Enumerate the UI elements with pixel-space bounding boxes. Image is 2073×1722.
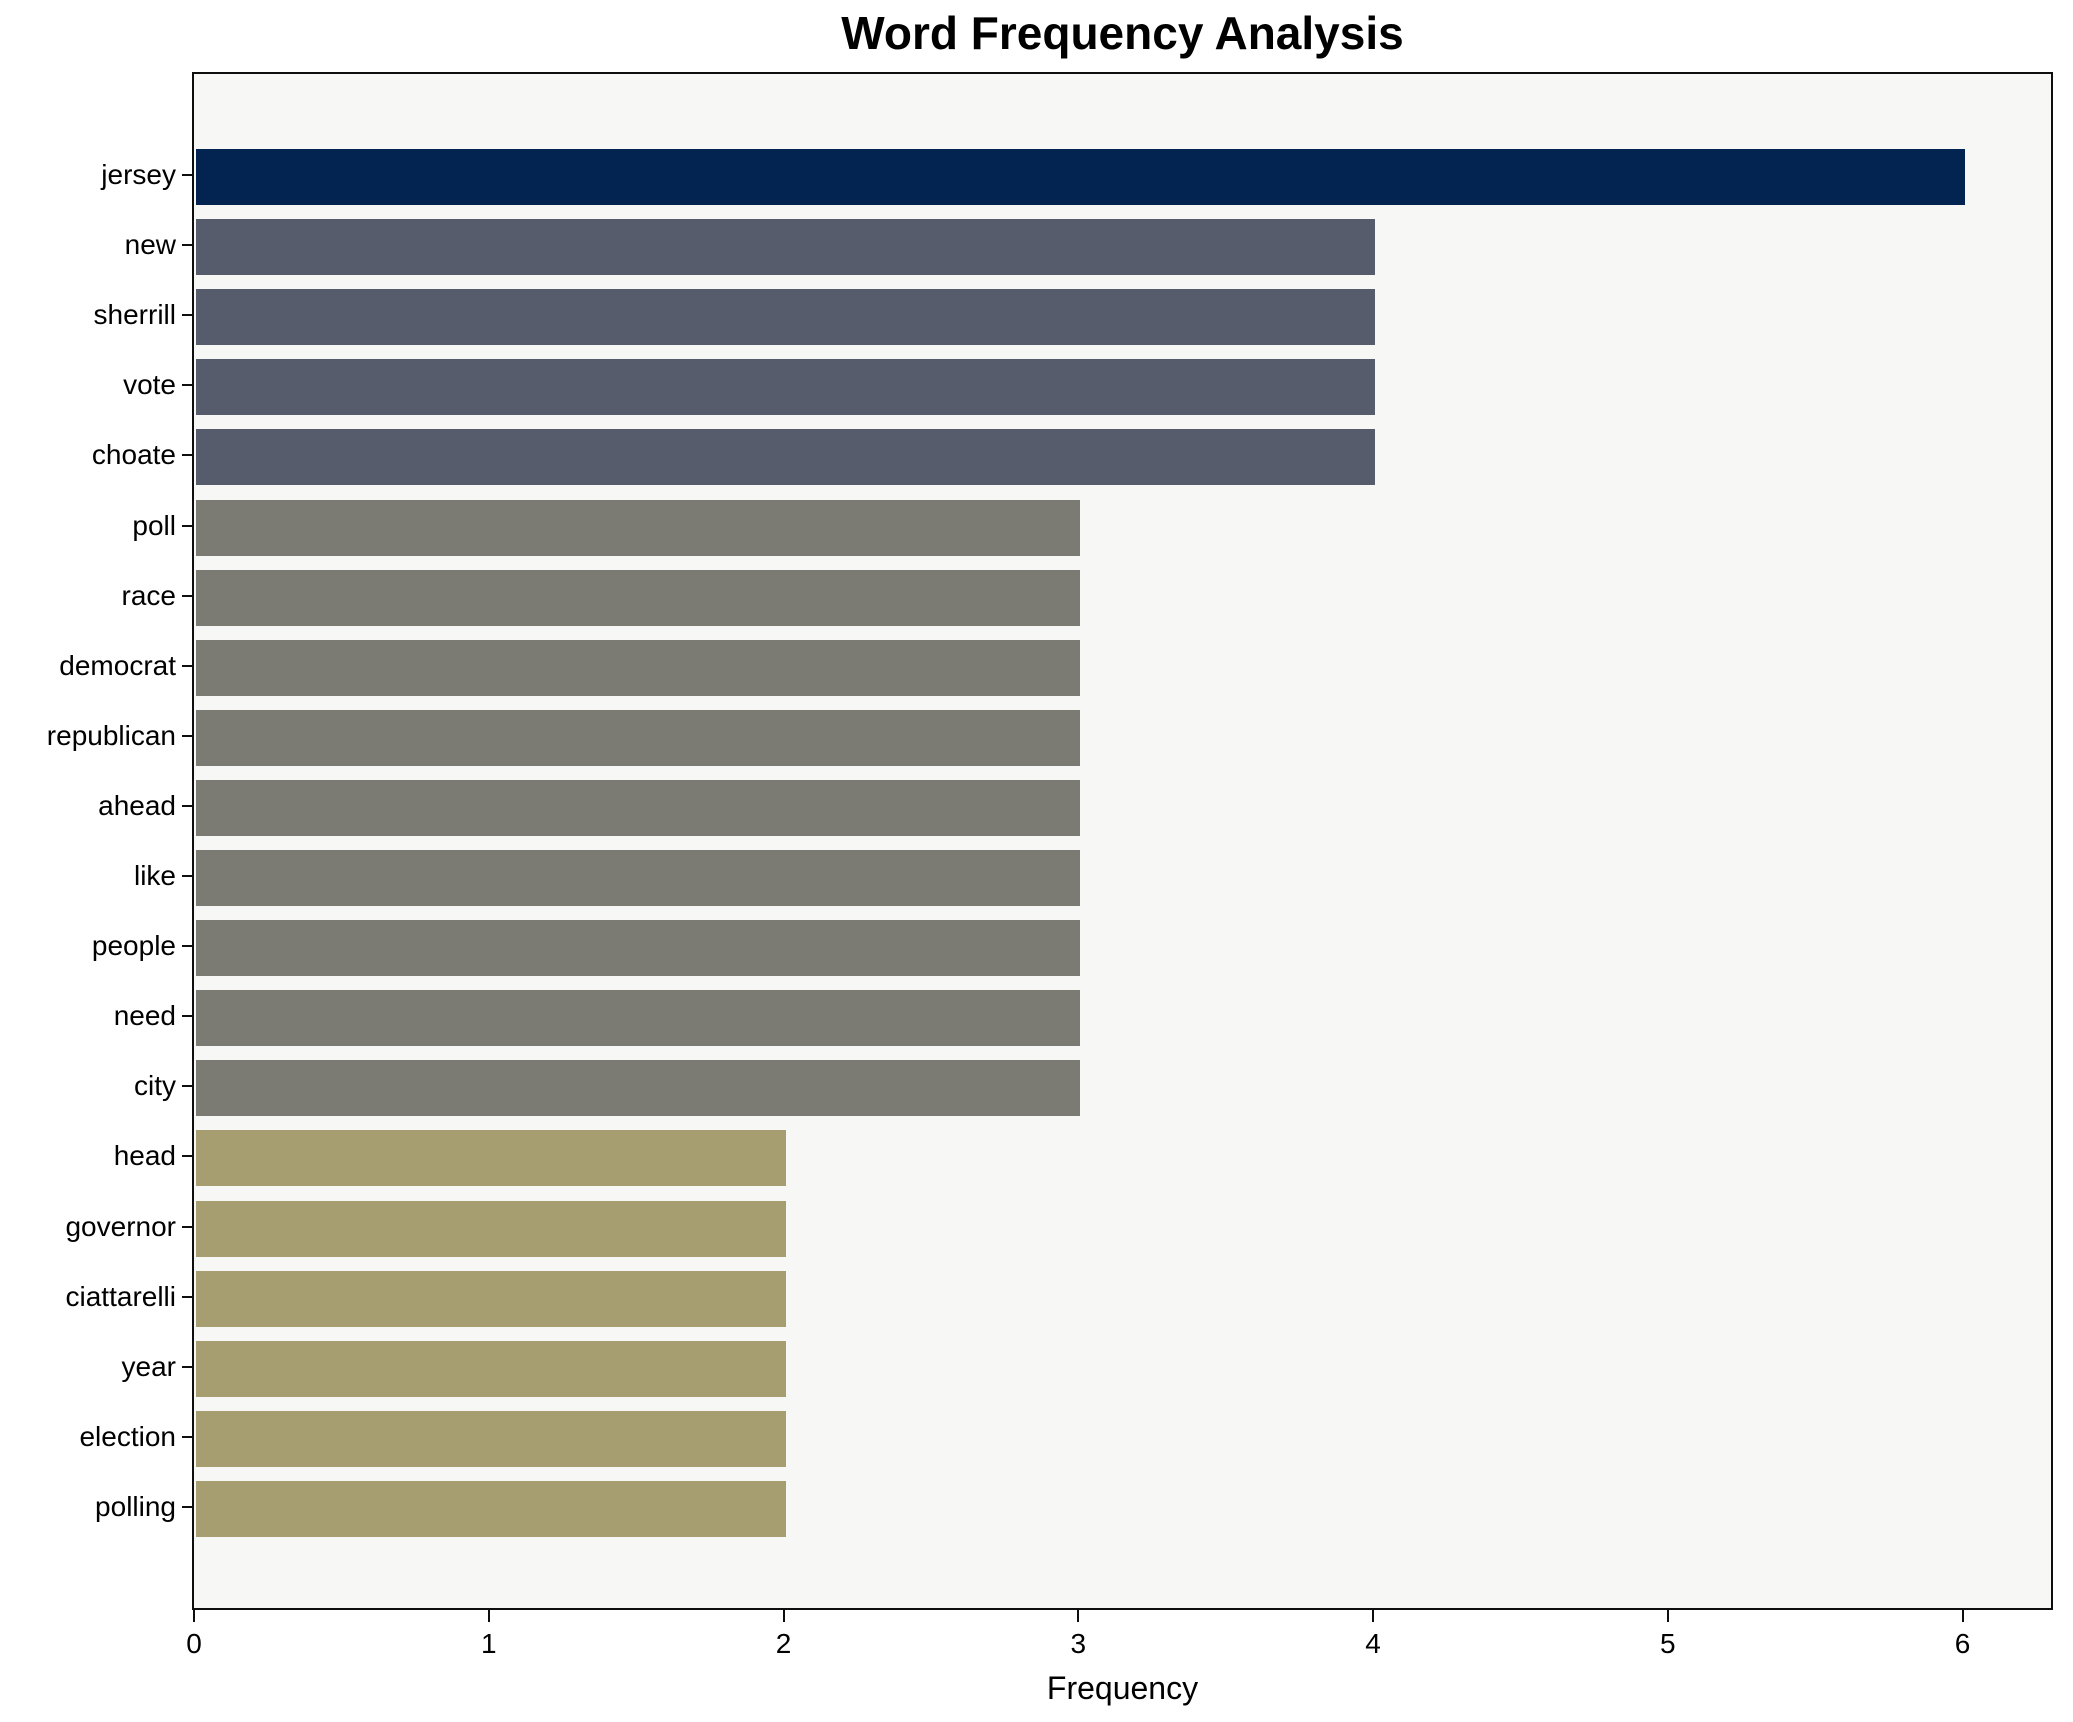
y-label-like: like xyxy=(133,860,176,892)
y-tick-democrat xyxy=(182,664,192,667)
bar-poll xyxy=(196,499,1081,556)
y-label-people: people xyxy=(91,930,176,962)
bar-race xyxy=(196,569,1081,626)
y-tick-need xyxy=(182,1015,192,1018)
bar-year xyxy=(196,1340,786,1397)
x-tick-0 xyxy=(193,1610,195,1622)
y-tick-people xyxy=(182,945,192,948)
bar-polling xyxy=(196,1480,786,1537)
bar-democrat xyxy=(196,639,1081,696)
bar-choate xyxy=(196,429,1376,486)
bar-vote xyxy=(196,359,1376,416)
y-tick-poll xyxy=(182,524,192,527)
bar-new xyxy=(196,219,1376,276)
y-tick-city xyxy=(182,1085,192,1088)
y-tick-year xyxy=(182,1365,192,1368)
bar-need xyxy=(196,990,1081,1047)
y-label-polling: polling xyxy=(95,1490,176,1522)
x-axis-label: Frequency xyxy=(1046,1670,1199,1706)
y-label-need: need xyxy=(113,1000,176,1032)
y-tick-republican xyxy=(182,734,192,737)
y-tick-race xyxy=(182,594,192,597)
x-tick-label-5: 5 xyxy=(1660,1628,1676,1659)
y-tick-polling xyxy=(182,1505,192,1508)
bar-governor xyxy=(196,1200,786,1257)
x-tick-label-0: 0 xyxy=(186,1628,202,1659)
y-tick-new xyxy=(182,244,192,247)
y-tick-sherrill xyxy=(182,314,192,317)
y-label-governor: governor xyxy=(65,1210,176,1242)
y-label-democrat: democrat xyxy=(59,649,176,681)
chart-title: Word Frequency Analysis xyxy=(841,7,1404,59)
x-tick-6 xyxy=(1961,1610,1964,1622)
bar-ahead xyxy=(196,779,1081,836)
x-tick-4 xyxy=(1372,1610,1375,1622)
bar-city xyxy=(196,1060,1081,1117)
bar-election xyxy=(196,1410,786,1467)
y-label-ciattarelli: ciattarelli xyxy=(65,1280,176,1312)
bars-layer xyxy=(196,76,2049,1606)
x-tick-5 xyxy=(1666,1610,1669,1622)
y-label-head: head xyxy=(113,1140,176,1172)
x-tick-3 xyxy=(1077,1610,1080,1622)
y-label-republican: republican xyxy=(46,719,176,751)
bar-people xyxy=(196,920,1081,977)
bar-ciattarelli xyxy=(196,1270,786,1327)
x-tick-label-4: 4 xyxy=(1365,1628,1381,1659)
y-label-new: new xyxy=(124,229,176,261)
plot-area xyxy=(192,72,2053,1610)
y-label-ahead: ahead xyxy=(98,789,176,821)
y-tick-vote xyxy=(182,384,192,387)
bar-like xyxy=(196,850,1081,907)
word-frequency-chart: Word Frequency Analysis jersey new sherril… xyxy=(47,7,2053,1704)
x-tick-label-6: 6 xyxy=(1954,1628,1971,1659)
x-tick-1 xyxy=(487,1610,490,1622)
x-tick-2 xyxy=(782,1610,785,1622)
y-tick-choate xyxy=(182,454,192,457)
y-tick-like xyxy=(182,875,192,878)
y-tick-ahead xyxy=(182,804,192,807)
x-tick-label-2: 2 xyxy=(775,1628,792,1659)
bar-sherrill xyxy=(196,289,1376,346)
y-label-vote: vote xyxy=(123,369,176,401)
x-tick-label-1: 1 xyxy=(480,1628,497,1659)
y-tick-jersey xyxy=(182,174,192,177)
y-label-poll: poll xyxy=(132,509,176,541)
y-tick-governor xyxy=(182,1225,192,1228)
bar-republican xyxy=(196,709,1081,766)
y-label-election: election xyxy=(79,1420,176,1452)
bar-jersey xyxy=(196,149,1965,206)
y-label-year: year xyxy=(121,1350,176,1382)
y-label-city: city xyxy=(134,1070,176,1102)
y-label-sherrill: sherrill xyxy=(93,299,176,331)
x-tick-label-3: 3 xyxy=(1070,1628,1087,1659)
y-tick-head xyxy=(182,1155,192,1158)
y-label-race: race xyxy=(121,579,176,611)
y-tick-election xyxy=(182,1435,192,1438)
bar-head xyxy=(196,1130,786,1187)
y-label-jersey: jersey xyxy=(101,159,176,191)
y-label-choate: choate xyxy=(91,439,176,471)
y-tick-ciattarelli xyxy=(182,1295,192,1298)
